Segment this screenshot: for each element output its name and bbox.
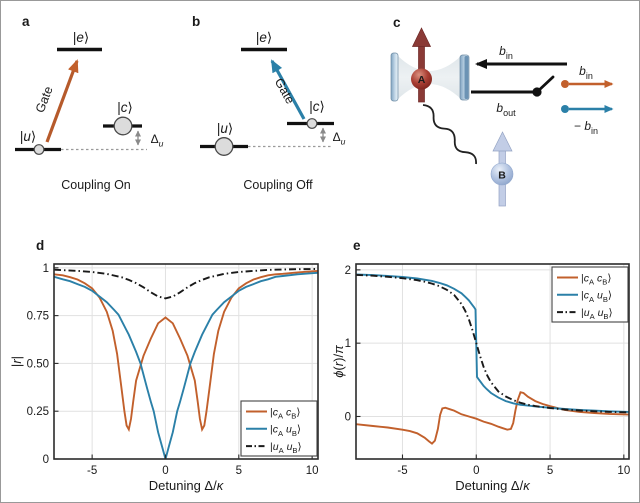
plot-e-curve-orange: [356, 391, 629, 445]
plot-e-curve-blue: [356, 273, 629, 413]
y-tick-label: 0: [43, 454, 49, 466]
panel-b: b |e⟩ Gate |c⟩ |u⟩ Δu Coupling Off: [192, 14, 346, 192]
x-tick-label: -5: [87, 465, 97, 477]
b-in-label: bin: [499, 44, 513, 61]
legend-label: |cA uB⟩: [270, 424, 301, 438]
population-dot-u-small: [33, 144, 45, 155]
plot-d-curve-orange: [54, 269, 318, 433]
x-tick-label: 10: [617, 465, 630, 477]
atom-b-label: B: [498, 170, 506, 182]
x-tick-label: 10: [306, 465, 319, 477]
legend-label: |cA cB⟩: [581, 272, 611, 286]
atom-a-label: A: [418, 74, 426, 86]
atom-b-sphere: [490, 162, 514, 186]
minus-b-in-label: − bin: [574, 119, 598, 136]
population-dot-u-large: [214, 137, 234, 156]
level-c-label: |c⟩: [117, 100, 133, 115]
y-tick-label: 1: [345, 338, 351, 350]
level-e-label: |e⟩: [73, 30, 89, 45]
level-c-label: |c⟩: [309, 99, 325, 114]
legend-label: |cA cB⟩: [270, 406, 300, 420]
y-tick-label: 2: [345, 265, 351, 277]
y-tick-label: 0.75: [27, 311, 49, 323]
orange-b-in-label: bin: [579, 64, 593, 81]
x-tick-label: 5: [236, 465, 242, 477]
y-axis-label: ϕ(r)/π: [331, 345, 346, 378]
panel-c-letter: c: [393, 15, 401, 30]
gate-arrow-on: [45, 59, 79, 143]
x-axis-label: Detuning Δ/κ: [455, 478, 531, 493]
population-dot-c-small: [306, 118, 318, 129]
x-axis-label: Detuning Δ/κ: [149, 478, 225, 493]
level-u-label: |u⟩: [217, 121, 233, 136]
legend-label: |cA uB⟩: [581, 290, 612, 304]
switch-lever: [535, 75, 555, 94]
atom-a-sphere: [411, 68, 432, 90]
plot-d-curve-black: [54, 268, 318, 300]
panel-a: a |e⟩ Gate |u⟩ |c⟩ Δu Coupling On: [15, 14, 164, 192]
plot-box: [355, 263, 630, 460]
y-tick-label: 0.50: [27, 358, 49, 370]
legend-label: |uA uB⟩: [581, 307, 613, 321]
x-tick-label: 0: [473, 465, 479, 477]
panel-a-letter: a: [22, 14, 30, 29]
legend-label: |uA uB⟩: [270, 441, 302, 455]
panel-a-caption: Coupling On: [61, 178, 131, 192]
panel-c: c A B bin bout bin − bin: [390, 15, 614, 207]
level-e-label: |e⟩: [256, 30, 272, 45]
x-tick-label: 0: [162, 465, 168, 477]
detuning-label: Δu: [151, 132, 164, 149]
legend-box: [551, 266, 629, 323]
cavity-mirror-left: [390, 52, 399, 102]
y-axis-label: |r|: [9, 356, 24, 367]
cavity-mirror-right-face: [464, 56, 469, 99]
blue-port-dot: [561, 105, 569, 113]
panel-d-plot: -5 0 5 10 0 0.25 0.50 0.75 1 Detuning Δ/κ |r| |cA c…: [9, 263, 319, 493]
spin-a-arrow-head: [411, 27, 432, 47]
panel-e-letter: e: [353, 238, 361, 253]
orange-port-dot: [561, 80, 569, 88]
y-tick-label: 0.25: [27, 406, 49, 418]
x-tick-label: -5: [397, 465, 407, 477]
x-tick-label: 5: [547, 465, 553, 477]
panel-b-letter: b: [192, 14, 200, 29]
panel-e-plot: -5 0 5 10 0 1 2 Detuning Δ/κ ϕ(r)/π |cA cB⟩ |cA uB…: [331, 263, 630, 493]
y-tick-label: 0: [345, 411, 351, 423]
panel-b-caption: Coupling Off: [243, 178, 313, 192]
spin-b-arrow-head: [492, 131, 513, 152]
gate-label: Gate: [33, 84, 56, 114]
plot-d-curve-blue: [54, 271, 318, 459]
detuning-label: Δu: [333, 130, 346, 147]
gate-arrow-off: [270, 59, 306, 120]
level-u-label: |u⟩: [20, 129, 36, 144]
plot-box: [53, 263, 319, 460]
b-out-label: bout: [496, 101, 516, 118]
population-dot-c-large: [113, 116, 133, 136]
y-tick-label: 1: [43, 263, 49, 275]
panel-d-letter: d: [36, 238, 44, 253]
photon-wavy-line: [422, 104, 477, 165]
plot-e-curve-black: [356, 273, 629, 414]
